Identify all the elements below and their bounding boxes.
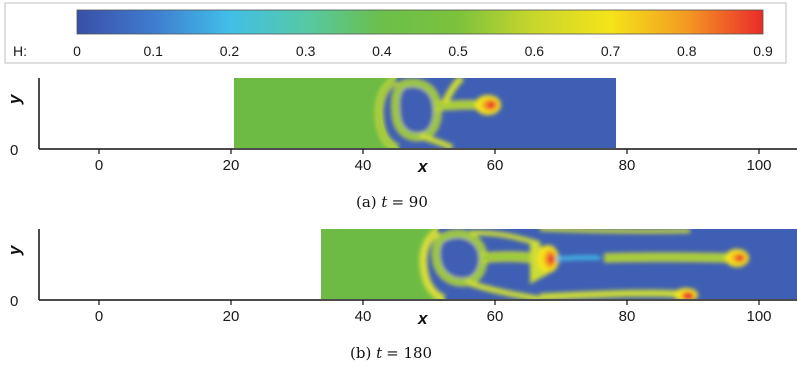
colorbar-tick-9: 0.9 [753,43,773,59]
panel-a-x-ticks: 0 20 40 60 80 100 [95,149,772,174]
colorbar-tick-8: 0.8 [677,43,697,59]
colorbar-tick-7: 0.7 [601,43,621,59]
x-tick-label-3: 60 [487,308,504,325]
panel-b-interface [419,229,749,299]
panel-b-blue-region [423,229,797,299]
panel-a-interface [375,78,501,148]
x-tick-label-5: 100 [746,308,771,325]
panel-a-caption: (a) t = 90 [356,193,428,211]
x-tick-label-3: 60 [487,157,504,174]
x-tick-label-1: 20 [223,157,240,174]
colorbar [76,9,764,35]
panel-a-field [234,78,616,148]
panel-b-x-ticks: 0 20 40 60 80 100 [95,300,772,325]
panel-a-y-label: y [5,93,24,105]
panel-b-x-label: x [417,309,429,328]
panel-b-field [321,229,797,299]
x-tick-label-0: 0 [95,157,103,174]
colorbar-tick-4: 0.4 [372,43,392,59]
colorbar-tick-2: 0.2 [220,43,240,59]
colorbar-tick-0: 0 [73,43,81,59]
x-tick-label-4: 80 [619,157,636,174]
colorbar-tick-6: 0.6 [525,43,545,59]
x-tick-label-2: 40 [355,308,372,325]
colorbar-ticks: 0 0.1 0.2 0.3 0.4 0.5 0.6 0.7 0.8 0.9 [73,43,773,59]
x-tick-label-2: 40 [355,157,372,174]
colorbar-label: H: [13,43,27,59]
x-tick-label-5: 100 [746,157,771,174]
panel-a-x-label: x [417,157,429,176]
x-tick-label-0: 0 [95,308,103,325]
colorbar-tick-3: 0.3 [296,43,316,59]
colorbar-tick-5: 0.5 [448,43,468,59]
panel-a: 0 20 40 60 80 100 0 y x (a) t = 90 [5,78,797,211]
x-tick-label-4: 80 [619,308,636,325]
panel-b-caption: (b) t = 180 [350,344,432,362]
panel-b: 0 20 40 60 80 100 0 y x (b) t = 180 [5,229,797,362]
panel-b-y-tick-0: 0 [10,293,18,310]
panel-a-y-tick-0: 0 [10,142,18,159]
panel-b-y-label: y [5,244,24,256]
panel-a-blue-region [381,78,616,148]
colorbar-tick-1: 0.1 [143,43,163,59]
x-tick-label-1: 20 [223,308,240,325]
